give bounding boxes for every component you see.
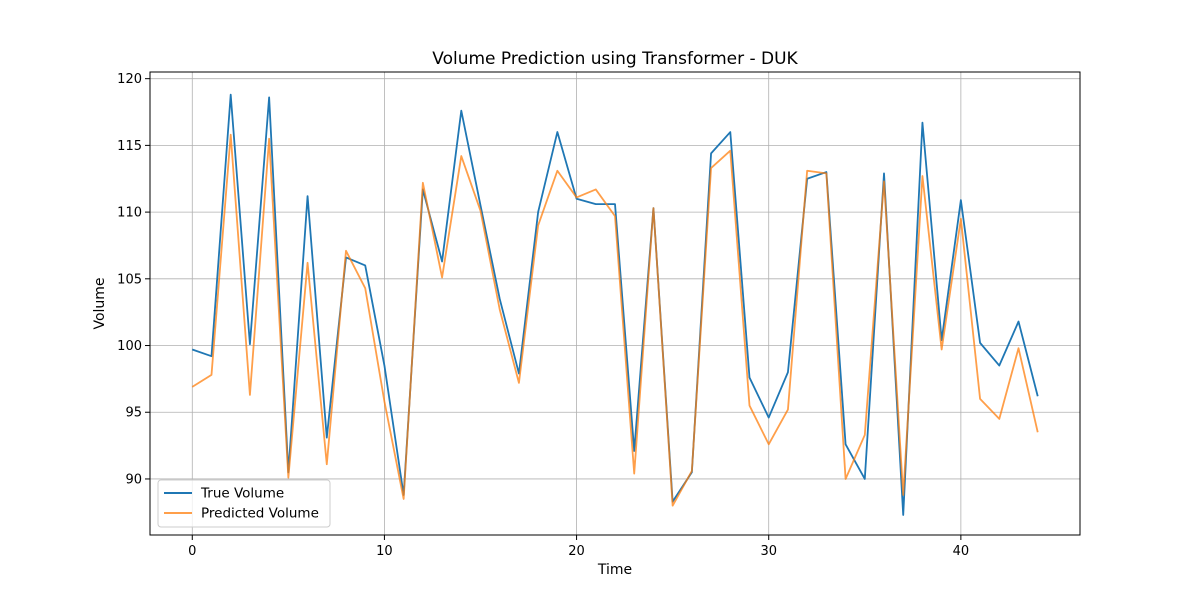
- y-tick-label: 90: [125, 472, 142, 487]
- series-lines: [191, 93, 1039, 516]
- y-tick-label: 95: [125, 406, 142, 421]
- x-tick-label: 20: [568, 544, 585, 559]
- y-tick-label: 115: [117, 139, 142, 154]
- y-axis-label: Volume: [92, 277, 108, 329]
- y-axis-ticks: 90 95 100 105 110 115 120: [117, 72, 150, 487]
- y-tick-label: 105: [117, 272, 142, 287]
- x-tick-label: 0: [188, 544, 196, 559]
- legend-label-predicted-volume: Predicted Volume: [201, 506, 319, 522]
- x-axis-ticks: 0 10 20 30 40: [188, 535, 969, 559]
- x-tick-label: 10: [376, 544, 393, 559]
- chart-title: Volume Prediction using Transformer - DU…: [432, 49, 798, 69]
- x-tick-label: 30: [760, 544, 777, 559]
- plot-frame: [149, 71, 1081, 536]
- legend: True Volume Predicted Volume: [157, 479, 331, 528]
- x-axis-label: Time: [597, 562, 632, 578]
- legend-label-true-volume: True Volume: [200, 486, 284, 502]
- legend-box: [157, 479, 331, 528]
- x-tick-label: 40: [953, 544, 970, 559]
- y-tick-label: 120: [117, 72, 142, 87]
- y-tick-label: 100: [117, 339, 142, 354]
- y-tick-label: 110: [117, 206, 142, 221]
- series-line-predicted-volume: [191, 133, 1039, 507]
